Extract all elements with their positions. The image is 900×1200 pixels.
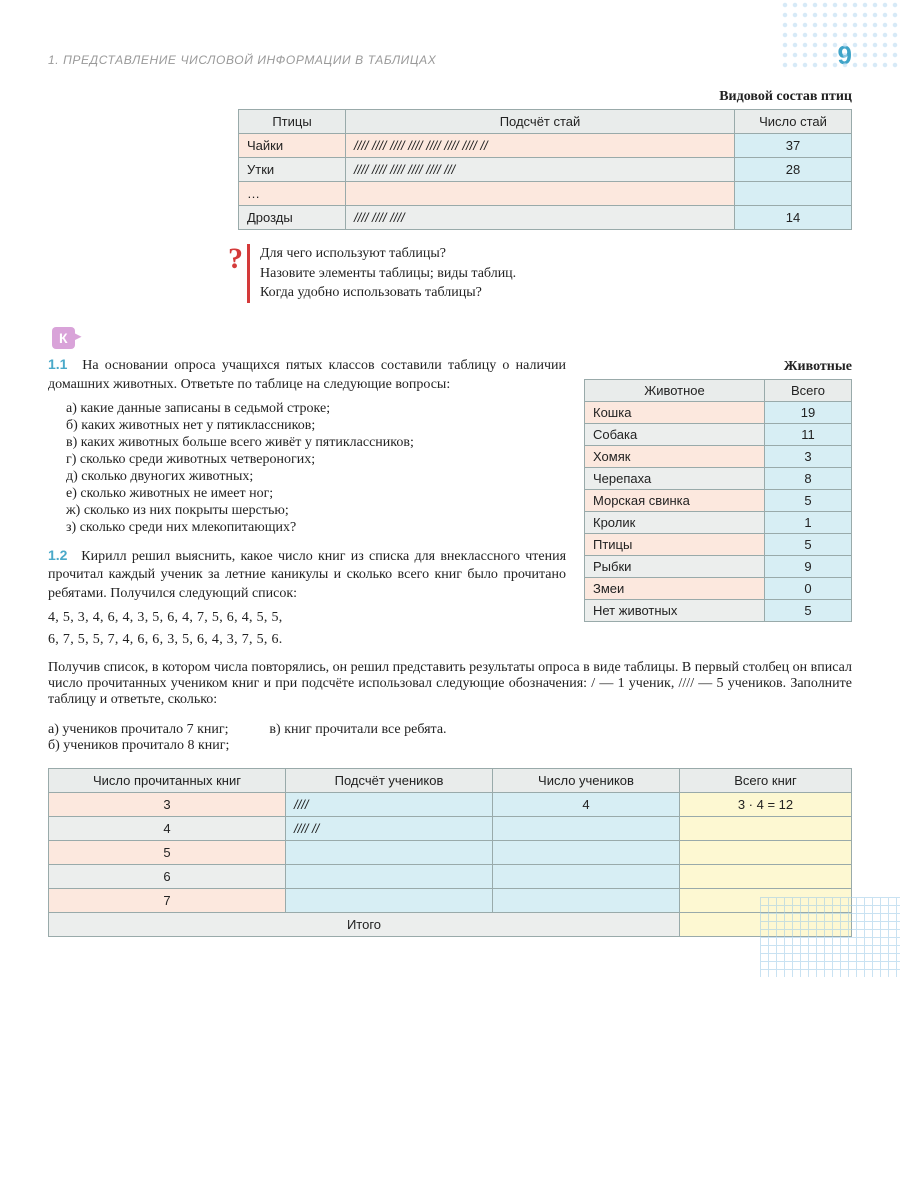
birds-table: Птицы Подсчёт стай Число стай Чайки ////…	[238, 109, 852, 230]
birds-col-name: Птицы	[239, 110, 346, 134]
table-row: Рыбки9	[585, 555, 852, 577]
books-table: Число прочитанных книг Подсчёт учеников …	[48, 768, 852, 937]
birds-col-count: Число стай	[735, 110, 852, 134]
animals-table-title: Животные	[584, 359, 852, 375]
table-row: 4 //// //	[49, 817, 852, 841]
list-item: в) каких животных больше всего живёт у п…	[66, 435, 566, 451]
table-row: 3 //// 4 3 · 4 = 12	[49, 793, 852, 817]
question-line: Для чего используют таблицы?	[260, 244, 516, 264]
birds-table-title: Видовой состав птиц	[238, 89, 852, 105]
animals-col-name: Животное	[585, 379, 765, 401]
table-row: 6	[49, 865, 852, 889]
list-item: з) сколько среди них млекопитающих?	[66, 520, 566, 536]
list-item: е) сколько животных не имеет ног;	[66, 486, 566, 502]
number-list-2: 6, 7, 5, 5, 7, 4, 6, 6, 3, 5, 6, 4, 3, 7…	[48, 632, 566, 648]
question-block: ? Для чего используют таблицы? Назовите …	[228, 244, 852, 303]
list-item: а) учеников прочитало 7 книг;	[48, 722, 229, 738]
table-row: 7	[49, 889, 852, 913]
table-row: Хомяк3	[585, 445, 852, 467]
ex11-intro: На основании опроса учащихся пятых класс…	[48, 358, 566, 392]
ex12-subquestions: а) учеников прочитало 7 книг; б) ученико…	[48, 722, 852, 754]
question-line: Когда удобно использовать таблицы?	[260, 283, 516, 303]
header-row: 1. ПРЕДСТАВЛЕНИЕ ЧИСЛОВОЙ ИНФОРМАЦИИ В Т…	[48, 40, 852, 71]
ex12-p1: Кирилл решил выяснить, какое число книг …	[48, 549, 566, 602]
corner-pattern-top	[780, 0, 900, 70]
table-row: Птицы5	[585, 533, 852, 555]
table-row: 5	[49, 841, 852, 865]
table-row: Морская свинка5	[585, 489, 852, 511]
books-footer-row: Итого	[49, 913, 852, 937]
question-line: Назовите элементы таблицы; виды таблиц.	[260, 264, 516, 284]
exercise-number: 1.2	[48, 546, 76, 565]
table-row: Змеи0	[585, 577, 852, 599]
table-row: Утки //// //// //// //// //// /// 28	[239, 158, 852, 182]
animals-table: Животное Всего Кошка19 Собака11 Хомяк3 Ч…	[584, 379, 852, 622]
table-row: …	[239, 182, 852, 206]
exercise-number: 1.1	[48, 355, 76, 374]
number-list-1: 4, 5, 3, 4, 6, 4, 3, 5, 6, 4, 7, 5, 6, 4…	[48, 610, 566, 626]
list-item: а) какие данные записаны в седьмой строк…	[66, 401, 566, 417]
question-mark-icon: ?	[228, 244, 243, 274]
ex12-p2: Получив список, в котором числа повторял…	[48, 660, 852, 708]
books-col-3: Всего книг	[680, 769, 852, 793]
table-row: Дрозды //// //// //// 14	[239, 206, 852, 230]
red-divider	[247, 244, 250, 303]
list-item: б) учеников прочитало 8 книг;	[48, 738, 229, 754]
books-col-0: Число прочитанных книг	[49, 769, 286, 793]
list-item: г) сколько среди животных четвероногих;	[66, 452, 566, 468]
animals-col-count: Всего	[765, 379, 852, 401]
list-item: в) книг прочитали все ребята.	[269, 722, 446, 738]
corner-pattern-bottom	[760, 897, 900, 977]
list-item: д) сколько двуногих животных;	[66, 469, 566, 485]
birds-col-tally: Подсчёт стай	[346, 110, 735, 134]
table-row: Нет животных5	[585, 599, 852, 621]
list-item: ж) сколько из них покрыты шерстью;	[66, 503, 566, 519]
table-row: Черепаха8	[585, 467, 852, 489]
table-row: Кошка19	[585, 401, 852, 423]
books-col-2: Число учеников	[493, 769, 680, 793]
chapter-title: 1. ПРЕДСТАВЛЕНИЕ ЧИСЛОВОЙ ИНФОРМАЦИИ В Т…	[48, 53, 436, 67]
table-row: Кролик1	[585, 511, 852, 533]
books-col-1: Подсчёт учеников	[286, 769, 493, 793]
list-item: б) каких животных нет у пятиклассников;	[66, 418, 566, 434]
table-row: Собака11	[585, 423, 852, 445]
k-badge: К	[52, 327, 75, 349]
table-row: Чайки //// //// //// //// //// //// ////…	[239, 134, 852, 158]
ex11-questions: а) какие данные записаны в седьмой строк…	[66, 401, 566, 536]
